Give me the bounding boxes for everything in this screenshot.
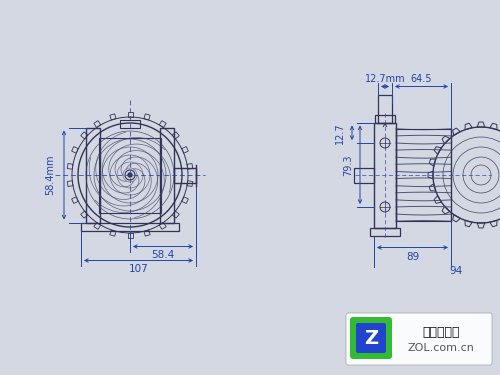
Bar [99,138,161,213]
Text: 94: 94 [449,266,462,276]
FancyBboxPatch shape [346,313,492,365]
Text: 12.7mm: 12.7mm [364,74,406,84]
Bar [120,120,140,128]
Text: 58.4: 58.4 [152,251,174,261]
Bar [174,168,196,183]
Bar [81,222,179,231]
Text: 79.3: 79.3 [343,154,353,176]
FancyBboxPatch shape [350,317,392,359]
Text: 107: 107 [128,264,148,274]
Bar [160,128,174,222]
Bar [86,128,100,222]
Text: 89: 89 [406,252,419,261]
Text: 12.7: 12.7 [335,122,345,144]
FancyBboxPatch shape [356,323,386,353]
Bar [378,94,392,123]
Text: 中关村在线: 中关村在线 [422,326,460,339]
Text: Z: Z [364,328,378,348]
Bar [375,114,395,123]
Bar [354,168,374,183]
Text: 64.5: 64.5 [411,74,432,84]
Bar [370,228,400,236]
Circle shape [128,173,132,177]
Text: 58.4mm: 58.4mm [45,155,55,195]
Bar [374,123,396,228]
Text: ZOL.com.cn: ZOL.com.cn [408,343,474,353]
